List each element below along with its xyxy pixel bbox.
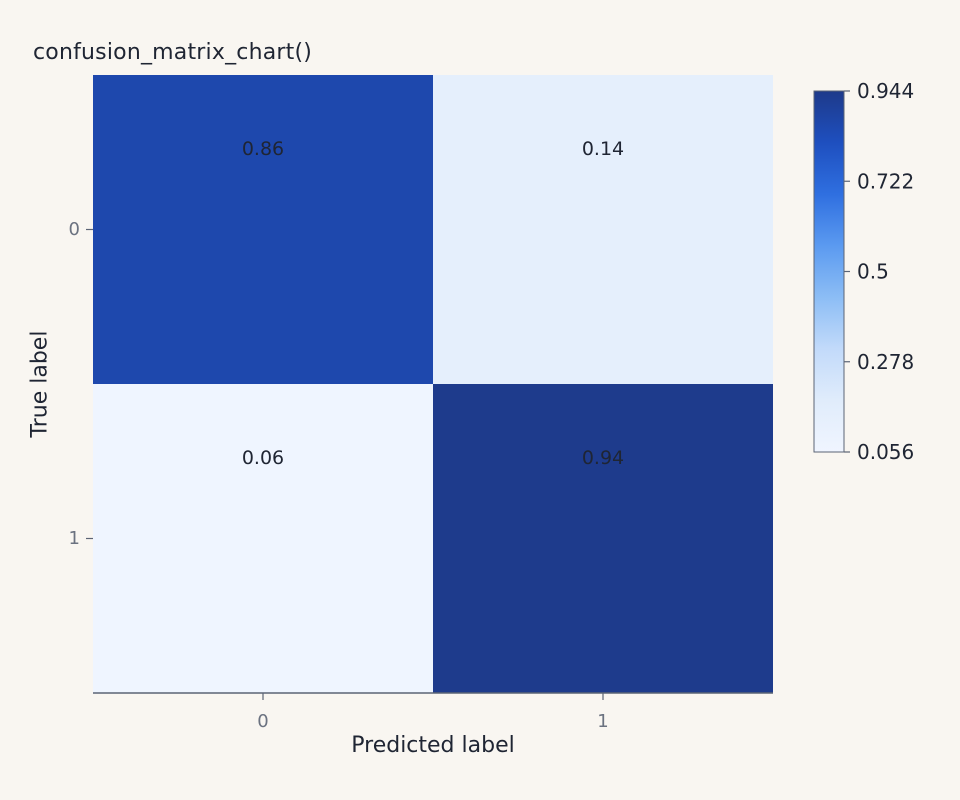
y-axis-title: True label bbox=[28, 331, 53, 439]
colorbar-tick-label: 0.278 bbox=[857, 350, 914, 374]
x-tick-label: 1 bbox=[597, 711, 608, 732]
heatmap-cell bbox=[433, 75, 773, 384]
heatmap-cell bbox=[93, 384, 433, 693]
cell-value-label: 0.06 bbox=[242, 447, 284, 469]
colorbar-tick-label: 0.056 bbox=[857, 440, 914, 464]
chart-title: confusion_matrix_chart() bbox=[33, 40, 313, 65]
colorbar-tick-label: 0.722 bbox=[857, 169, 914, 193]
cell-value-label: 0.86 bbox=[242, 138, 284, 160]
heatmap-cell bbox=[433, 384, 773, 693]
cell-value-label: 0.94 bbox=[582, 447, 624, 469]
heatmap-cells: 0.86 0.14 0.06 0.94 bbox=[93, 75, 773, 693]
y-tick-label: 0 bbox=[69, 219, 80, 240]
colorbar: 0.944 0.722 0.5 0.278 0.056 bbox=[813, 79, 914, 464]
x-tick-label: 0 bbox=[257, 711, 268, 732]
axes: 0 1 0 1 Predicted label True label bbox=[28, 219, 773, 758]
heatmap-cell bbox=[93, 75, 433, 384]
colorbar-tick-label: 0.944 bbox=[857, 79, 914, 103]
cell-value-label: 0.14 bbox=[582, 138, 624, 160]
colorbar-gradient bbox=[813, 90, 845, 453]
x-axis-title: Predicted label bbox=[351, 733, 514, 758]
y-tick-label: 1 bbox=[69, 528, 80, 549]
colorbar-tick-label: 0.5 bbox=[857, 260, 889, 284]
